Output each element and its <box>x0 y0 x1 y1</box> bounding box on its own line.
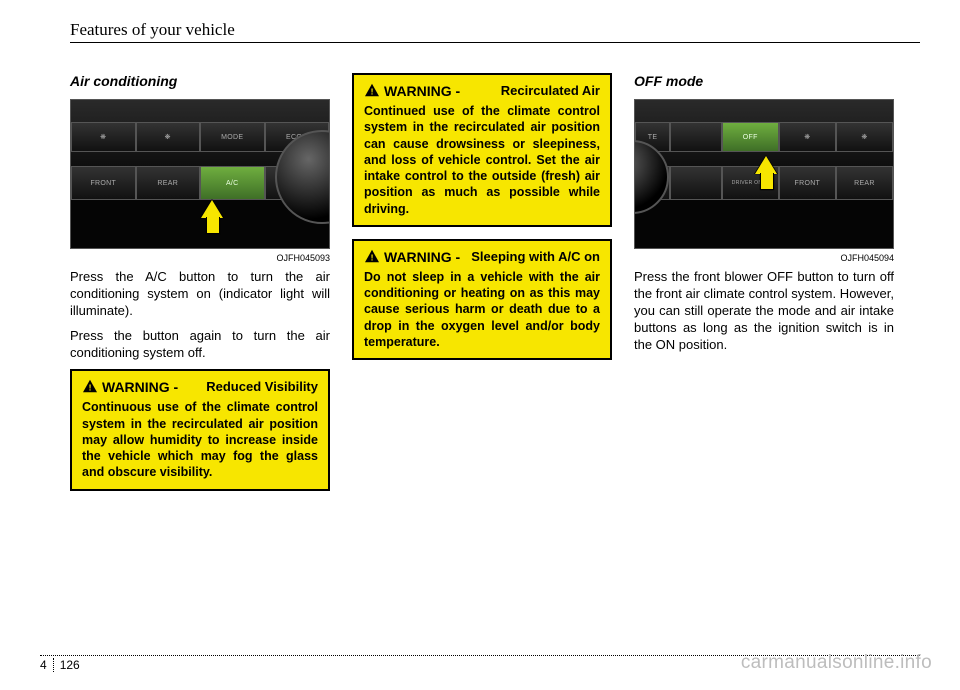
warning-title: WARNING - <box>384 249 460 265</box>
section-number: 4 <box>40 658 54 672</box>
arrow-up-icon <box>201 200 223 218</box>
photo-caption: OJFH045094 <box>634 253 894 263</box>
warning-subtitle: Recirculated Air <box>464 83 600 98</box>
hw-btn <box>670 122 722 152</box>
warning-title: WARNING - <box>102 379 178 395</box>
photo-caption: OJFH045093 <box>70 253 330 263</box>
body-text: Press the A/C button to turn the air con… <box>70 269 330 320</box>
svg-text:!: ! <box>371 252 374 262</box>
warning-triangle-icon: ! <box>82 379 98 393</box>
body-text: Press the button again to turn the air c… <box>70 328 330 362</box>
body-text: Press the front blower OFF button to tur… <box>634 269 894 353</box>
warning-triangle-icon: ! <box>364 249 380 263</box>
warning-box-sleeping: ! WARNING - Sleeping with A/C on Do not … <box>352 239 612 360</box>
warning-box-visibility: ! WARNING - Reduced Visibility Continuou… <box>70 369 330 490</box>
warning-subtitle: Sleeping with A/C on <box>464 249 600 264</box>
hw-btn-ac-highlight: A/C <box>200 166 265 200</box>
column-1: Air conditioning ❋ ❋ MODE ECON FRONT REA… <box>70 73 330 503</box>
hw-btn: FRONT <box>71 166 136 200</box>
hw-btn: REAR <box>836 166 893 200</box>
column-2: ! WARNING - Recirculated Air Continued u… <box>352 73 612 503</box>
warning-box-recirculated: ! WARNING - Recirculated Air Continued u… <box>352 73 612 227</box>
photo-ac-panel: ❋ ❋ MODE ECON FRONT REAR A/C ↻ <box>70 99 330 249</box>
hw-btn: ❋ <box>136 122 201 152</box>
page-number: 126 <box>60 658 80 672</box>
svg-text:!: ! <box>89 383 92 393</box>
hw-btn: FRONT <box>779 166 836 200</box>
column-3: OFF mode TE OFF ❋ ❋ AUTO DRIVER ONLY FRO… <box>634 73 894 503</box>
warning-title: WARNING - <box>384 83 460 99</box>
hw-btn: REAR <box>136 166 201 200</box>
warning-triangle-icon: ! <box>364 83 380 97</box>
hw-btn: ❋ <box>836 122 893 152</box>
hw-btn <box>670 166 722 200</box>
hw-btn: ❋ <box>71 122 136 152</box>
warning-body: Do not sleep in a vehicle with the air c… <box>364 269 600 350</box>
content-columns: Air conditioning ❋ ❋ MODE ECON FRONT REA… <box>70 73 920 503</box>
hw-btn: MODE <box>200 122 265 152</box>
warning-body: Continued use of the climate control sys… <box>364 103 600 217</box>
warning-body: Continuous use of the climate control sy… <box>82 399 318 480</box>
arrow-up-icon <box>755 156 777 174</box>
header-title: Features of your vehicle <box>70 20 235 39</box>
subhead-ac: Air conditioning <box>70 73 330 89</box>
subhead-off: OFF mode <box>634 73 894 89</box>
hw-btn: ❋ <box>779 122 836 152</box>
hw-btn-off-highlight: OFF <box>722 122 779 152</box>
warning-subtitle: Reduced Visibility <box>182 379 318 394</box>
header-rule: Features of your vehicle <box>70 20 920 43</box>
photo-off-panel: TE OFF ❋ ❋ AUTO DRIVER ONLY FRONT REAR <box>634 99 894 249</box>
svg-text:!: ! <box>371 87 374 97</box>
watermark: carmanualsonline.info <box>741 652 932 674</box>
